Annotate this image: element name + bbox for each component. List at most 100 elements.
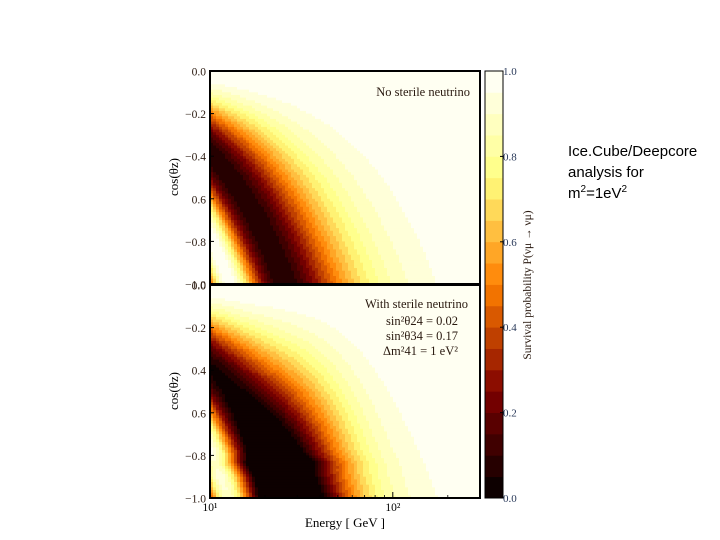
heatmap-cell [228, 81, 232, 85]
heatmap-cell [234, 276, 238, 280]
heatmap-cell [210, 108, 214, 112]
heatmap-cell [315, 92, 319, 96]
heatmap-cell [258, 166, 262, 171]
heatmap-cell [285, 238, 289, 242]
heatmap-cell [246, 142, 250, 147]
heatmap-cell [237, 118, 241, 123]
heatmap-cell [318, 97, 322, 101]
heatmap-cell [291, 177, 295, 181]
heatmap-cell [327, 71, 331, 75]
heatmap-cell [258, 278, 262, 282]
heatmap-cell [324, 214, 328, 219]
heatmap-cell [219, 190, 223, 195]
heatmap-cell [288, 270, 292, 274]
heatmap-cell [303, 78, 307, 83]
heatmap-cell [240, 233, 244, 237]
heatmap-cell [243, 71, 247, 75]
heatmap-cell [264, 241, 268, 245]
heatmap-cell [210, 84, 214, 88]
heatmap-cell [300, 76, 304, 80]
heatmap-cell [336, 273, 340, 277]
heatmap-cell [297, 262, 301, 266]
heatmap-cell [327, 78, 331, 83]
heatmap-cell [222, 241, 226, 245]
heatmap-cell [246, 212, 250, 216]
heatmap-cell [309, 246, 313, 250]
heatmap-cell [324, 244, 328, 248]
heatmap-cell [312, 198, 316, 203]
heatmap-cell [309, 86, 313, 91]
heatmap-cell [237, 86, 241, 91]
heatmap-cell [327, 116, 331, 120]
heatmap-cell [252, 76, 256, 80]
heatmap-cell [276, 110, 280, 115]
heatmap-cell [312, 164, 316, 168]
heatmap-cell [282, 164, 286, 168]
heatmap-cell [252, 156, 256, 160]
heatmap-cell [321, 214, 325, 219]
heatmap-cell [279, 110, 283, 115]
heatmap-cell [309, 270, 313, 274]
heatmap-cell [216, 257, 220, 261]
heatmap-cell [309, 110, 313, 115]
heatmap-cell [240, 201, 244, 205]
heatmap-cell [249, 268, 253, 272]
heatmap-cell [246, 150, 250, 155]
heatmap-cell [279, 270, 283, 274]
heatmap-cell [246, 233, 250, 237]
heatmap-cell [264, 113, 268, 117]
heatmap-cell [225, 254, 229, 258]
heatmap-cell [276, 166, 280, 171]
heatmap-cell [285, 249, 289, 253]
heatmap-cell [339, 230, 343, 235]
heatmap-cell [291, 190, 295, 195]
heatmap-cell [312, 278, 316, 282]
heatmap-cell [222, 89, 226, 93]
heatmap-cell [216, 252, 220, 256]
heatmap-cell [279, 190, 283, 195]
heatmap-cell [252, 145, 256, 149]
heatmap-cell [267, 84, 271, 88]
heatmap-cell [213, 94, 217, 99]
heatmap-cell [237, 137, 241, 141]
heatmap-cell [288, 276, 292, 280]
heatmap-cell [300, 220, 304, 224]
heatmap-cell [303, 220, 307, 224]
heatmap-cell [255, 84, 259, 88]
heatmap-cell [270, 260, 274, 264]
heatmap-cell [252, 166, 256, 171]
heatmap-cell [321, 81, 325, 85]
heatmap-cell [318, 150, 322, 155]
heatmap-cell [333, 124, 337, 128]
heatmap-cell [264, 238, 268, 242]
heatmap-cell [288, 158, 292, 163]
heatmap-cell [318, 142, 322, 147]
heatmap-cell [327, 249, 331, 253]
heatmap-cell [330, 113, 334, 117]
heatmap-cell [342, 124, 346, 128]
heatmap-cell [219, 204, 223, 208]
heatmap-cell [288, 164, 292, 168]
heatmap-cell [321, 270, 325, 274]
heatmap-cell [312, 212, 316, 216]
heatmap-cell [273, 198, 277, 203]
heatmap-cell [282, 134, 286, 139]
heatmap-cell [270, 177, 274, 181]
heatmap-cell [318, 220, 322, 224]
heatmap-cell [222, 71, 226, 75]
heatmap-cell [339, 78, 343, 83]
heatmap-cell [315, 177, 319, 181]
heatmap-cell [339, 137, 343, 141]
heatmap-cell [309, 71, 313, 75]
heatmap-cell [246, 86, 250, 91]
heatmap-cell [225, 268, 229, 272]
heatmap-cell [240, 209, 244, 213]
heatmap-cell [252, 180, 256, 184]
heatmap-cell [252, 238, 256, 242]
heatmap-cell [300, 71, 304, 75]
heatmap-cell [246, 134, 250, 139]
heatmap-cell [264, 201, 268, 205]
heatmap-cell [267, 105, 271, 109]
heatmap-cell [294, 262, 298, 266]
heatmap-cell [279, 241, 283, 245]
